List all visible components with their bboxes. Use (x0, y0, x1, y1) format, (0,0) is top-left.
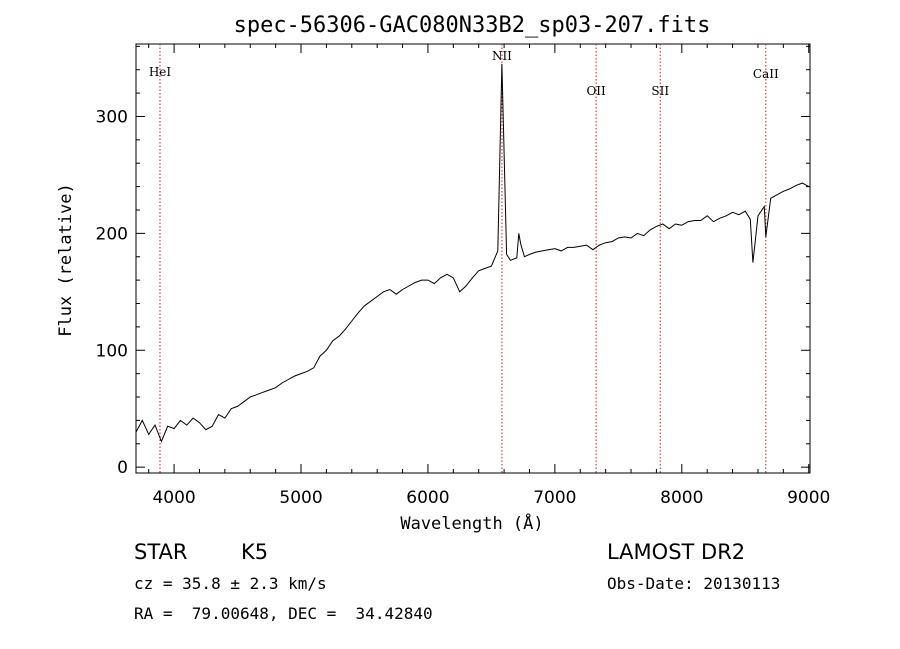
x-tick-label: 8000 (660, 488, 703, 508)
y-tick-label: 100 (96, 341, 128, 361)
object-subclass: K5 (241, 540, 269, 564)
y-axis-label: Flux (relative) (56, 183, 76, 337)
x-tick-label: 9000 (787, 488, 830, 508)
line-label-NII: NII (492, 49, 512, 63)
line-label-OII: OII (586, 84, 606, 98)
y-tick-label: 300 (96, 107, 128, 127)
chart-title: spec-56306-GAC080N33B2_sp03-207.fits (234, 13, 711, 38)
y-tick-label: 200 (96, 224, 128, 244)
x-tick-label: 4000 (152, 488, 195, 508)
object-class: STAR (134, 540, 188, 564)
plot-frame (135, 43, 811, 474)
observation-date: Obs-Date: 20130113 (607, 574, 781, 593)
y-axis-ticks: 0 100 200 300 (96, 45, 810, 478)
x-axis-label: Wavelength (Å) (400, 512, 543, 534)
coordinates: RA = 79.00648, DEC = 34.42840 (134, 604, 433, 623)
redshift-value: cz = 35.8 ± 2.3 km/s (134, 574, 327, 593)
spectrum-series-line (135, 63, 809, 443)
emission-line-markers: HeI NII OII SII CaII (149, 44, 779, 473)
line-label-SII: SII (651, 84, 669, 98)
x-axis-ticks: 4000 5000 6000 7000 8000 9000 (148, 44, 830, 508)
survey-name: LAMOST DR2 (607, 540, 746, 564)
line-label-HeI: HeI (149, 65, 172, 79)
y-tick-label: 0 (117, 458, 128, 478)
line-label-CaII: CaII (753, 67, 779, 81)
x-tick-label: 6000 (406, 488, 449, 508)
x-tick-label: 7000 (533, 488, 576, 508)
x-tick-label: 5000 (279, 488, 322, 508)
